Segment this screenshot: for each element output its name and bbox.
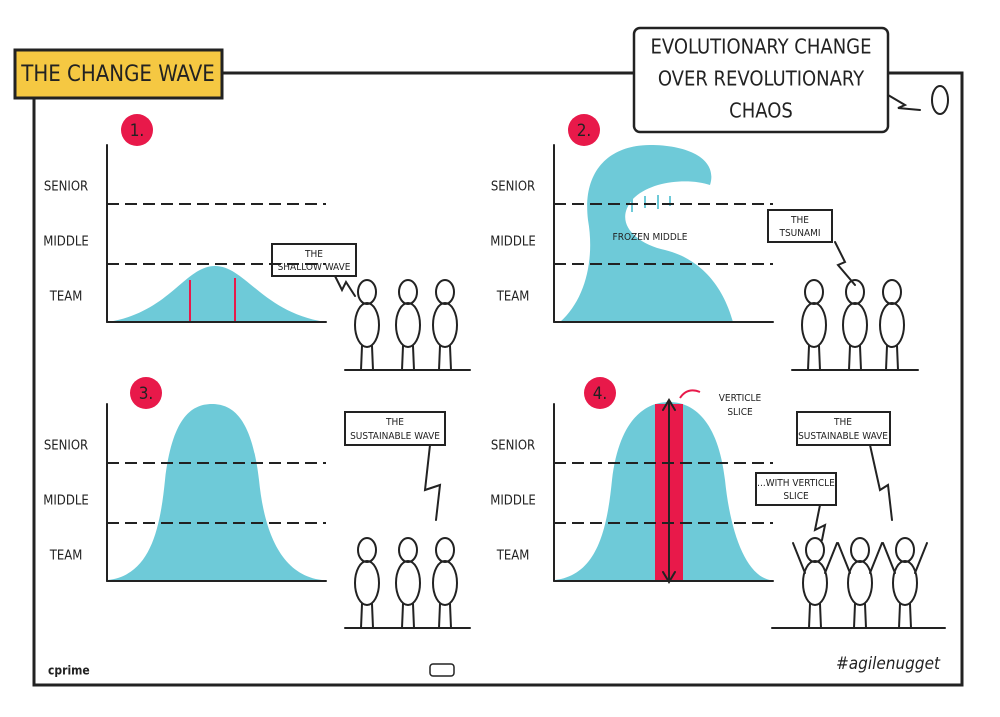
level-label: MIDDLE [43, 235, 88, 250]
figure-legs [848, 345, 862, 371]
level-label: TEAM [49, 290, 83, 305]
level-label: SENIOR [491, 439, 535, 454]
figure-legs [401, 345, 415, 371]
bubble-tail [834, 241, 856, 286]
figure-legs [853, 603, 867, 629]
callout-tail [887, 94, 921, 111]
tsunami-wave [560, 145, 733, 322]
hashtag: #agilenugget [836, 654, 941, 674]
figure-legs [438, 345, 452, 371]
level-label: TEAM [496, 290, 530, 305]
callout-box [632, 26, 890, 134]
step-badge [568, 114, 600, 146]
bubble-text: SUSTAINABLE WAVE [798, 431, 888, 442]
step-badge [130, 377, 162, 409]
level-label: TEAM [49, 549, 83, 564]
figure-body [395, 302, 421, 348]
figure-body [847, 560, 873, 606]
level-label: SENIOR [44, 180, 88, 195]
sustainable-wave [108, 404, 322, 580]
figure-body [879, 302, 905, 348]
cc-badge [429, 663, 455, 677]
step-number: 4. [593, 384, 608, 404]
bubble-text: SUSTAINABLE WAVE [350, 431, 440, 442]
annotation: VERTICLE [719, 393, 762, 404]
frame [32, 71, 964, 687]
level-label: MIDDLE [490, 235, 535, 250]
level-label: MIDDLE [490, 494, 535, 509]
title: THE CHANGE WAVE [20, 62, 214, 87]
figure-body [432, 560, 458, 606]
level-label: SENIOR [491, 180, 535, 195]
figure-body [892, 560, 918, 606]
bubble-text: THE [385, 417, 404, 428]
figure-arms [792, 542, 838, 574]
bubble-tail [813, 504, 827, 541]
brand: cprime [48, 664, 90, 678]
bubble-tail [869, 444, 893, 521]
figure-arms [837, 542, 883, 574]
figure-legs [898, 603, 912, 629]
step-badge [584, 377, 616, 409]
bubble-text: THE [833, 417, 852, 428]
figure-arms [882, 542, 928, 574]
bubble-text: THE [304, 249, 323, 260]
bubble-text: SLICE [783, 491, 809, 502]
title-box [13, 48, 224, 100]
bubble-tail [334, 275, 356, 297]
step-badge [121, 114, 153, 146]
speech-bubble [767, 209, 833, 243]
callout-line: CHAOS [729, 99, 793, 123]
bubble-tail [423, 444, 442, 521]
level-label: TEAM [496, 549, 530, 564]
figure-legs [360, 345, 374, 371]
figure-body [354, 560, 380, 606]
bubble-text: ...WITH VERTICLE [757, 478, 835, 489]
figure-body [432, 302, 458, 348]
speech-bubble [796, 411, 891, 446]
speaker-figure [931, 85, 949, 115]
speech-bubble [755, 472, 837, 506]
step-number: 3. [139, 384, 154, 404]
shallow-wave [108, 266, 325, 322]
figure-legs [807, 345, 821, 371]
figure-legs [885, 345, 899, 371]
figure-legs [360, 603, 374, 629]
annotation: SLICE [727, 407, 753, 418]
level-label: SENIOR [44, 439, 88, 454]
figure-legs [808, 603, 822, 629]
level-label: MIDDLE [43, 494, 88, 509]
callout-line: OVER REVOLUTIONARY [658, 67, 865, 91]
figure-body [395, 560, 421, 606]
callout-line: EVOLUTIONARY CHANGE [651, 35, 872, 59]
figure-legs [438, 603, 452, 629]
figure-body [802, 560, 828, 606]
bubble-text: SHALLOW WAVE [278, 262, 351, 273]
annotation-arrow [679, 389, 701, 399]
figure-body [801, 302, 827, 348]
annotation: FROZEN MIDDLE [613, 232, 688, 243]
figure-body [842, 302, 868, 348]
step-number: 2. [577, 121, 592, 141]
figure-legs [401, 603, 415, 629]
speech-bubble [271, 243, 357, 277]
bubble-text: THE [790, 215, 809, 226]
bubble-text: TSUNAMI [778, 228, 820, 239]
figure-body [354, 302, 380, 348]
speech-bubble [344, 411, 446, 446]
step-number: 1. [130, 121, 145, 141]
